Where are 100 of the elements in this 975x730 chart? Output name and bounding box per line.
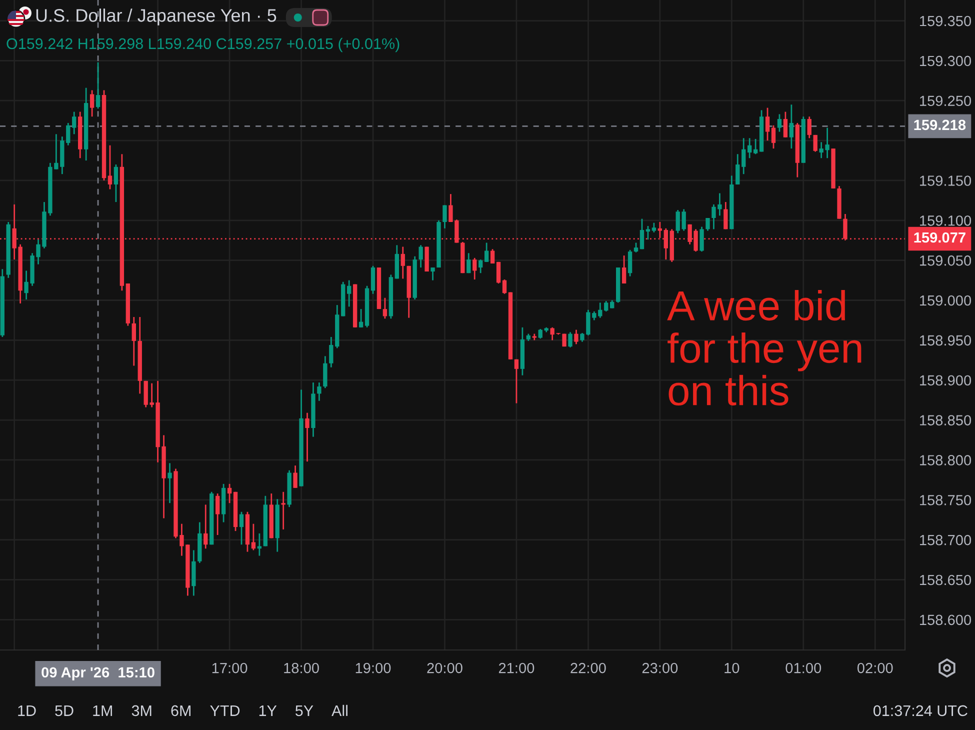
candlestick [634, 242, 638, 254]
x-tick-label: 17:00 [212, 662, 248, 674]
y-tick-label: 158.750 [920, 494, 972, 506]
candlestick [382, 297, 388, 320]
candlestick [604, 300, 608, 312]
candlestick [466, 252, 471, 274]
candlestick [442, 204, 447, 230]
text: All [332, 704, 348, 716]
candlestick [742, 137, 746, 175]
candlestick [807, 116, 812, 139]
candlestick [400, 246, 405, 280]
y-tick-label: 159.050 [920, 255, 972, 266]
y-tick-label: 159.100 [920, 215, 972, 226]
candlestick [293, 464, 298, 489]
candlestick [430, 266, 435, 281]
candlestick [418, 244, 423, 268]
candlestick [478, 258, 483, 274]
chart-title: U.S. Dollar / Japanese Yen · 5 [36, 8, 276, 26]
candlestick [652, 222, 656, 234]
candlestick [771, 124, 776, 150]
candlestick [317, 382, 322, 402]
text: 01:37:24 UTC [873, 705, 968, 716]
candlestick [168, 462, 172, 504]
text: 1M [93, 705, 112, 716]
candlestick [783, 111, 788, 138]
y-tick-label: 158.900 [920, 375, 972, 386]
candlestick [72, 111, 76, 135]
text: 6M [171, 705, 190, 716]
y-tick-label: 159.300 [920, 56, 972, 66]
candlestick [251, 523, 256, 551]
candlestick [305, 412, 310, 462]
candlestick [96, 62, 100, 110]
y-tick-label: 158.600 [920, 614, 972, 626]
y-tick-label: 158.650 [920, 574, 972, 586]
candlestick [777, 113, 782, 132]
candlestick [281, 491, 286, 530]
x-tick-label: 02:00 [857, 662, 893, 674]
candlestick [370, 265, 376, 295]
y-tick-label: 158.850 [920, 415, 972, 426]
candlestick [132, 316, 136, 366]
y-tick-label: 158.700 [920, 534, 972, 546]
candlestick [323, 355, 328, 389]
text: O159.242 H159.298 L159.240 C159.257 +0.015 (+0.01%) [6, 38, 400, 52]
y-tick-label: 159.250 [920, 96, 972, 106]
candlestick [753, 138, 758, 155]
candlestick [574, 329, 578, 345]
x-tick-label: 10 [724, 662, 740, 674]
candlestick [538, 328, 542, 340]
candlestick [472, 257, 477, 280]
candlestick [484, 242, 489, 263]
y-tick-label: 159.000 [920, 295, 972, 306]
ref-line-label: 09 Apr '26 15:10 [42, 667, 154, 680]
candlestick [640, 218, 644, 250]
y-tick-label: 158.950 [920, 335, 972, 346]
candlestick [490, 248, 495, 264]
candlestick [568, 331, 572, 348]
candlestick [114, 164, 118, 203]
candlestick [765, 107, 770, 142]
candlestick [646, 225, 650, 240]
candlestick [358, 308, 364, 328]
candlestick [108, 144, 112, 190]
y-tick-label: 159.150 [920, 176, 972, 186]
candlestick [329, 336, 334, 368]
candlestick [514, 358, 519, 404]
ref-line-label: 159.077 [914, 232, 966, 243]
x-tick-label: 22:00 [570, 662, 606, 674]
text: YTD [210, 705, 240, 716]
x-tick-label: 20:00 [427, 662, 462, 674]
x-tick-label: 01:00 [786, 662, 822, 674]
candlestick [724, 201, 728, 230]
ref-line-label: 159.218 [914, 120, 966, 130]
candlestick [204, 504, 208, 550]
candlestick [215, 492, 220, 536]
candlestick [496, 261, 501, 284]
candlestick [346, 280, 352, 308]
candlestick [90, 90, 94, 118]
candlestick [227, 483, 232, 504]
x-tick-label: 18:00 [284, 662, 319, 674]
candlestick [706, 217, 710, 232]
candlestick [622, 254, 626, 284]
candlestick [747, 137, 752, 159]
text: 5D [55, 705, 74, 716]
candlestick [700, 226, 704, 252]
x-tick-label: 19:00 [356, 662, 391, 674]
text: 5Y [295, 705, 314, 716]
candlestick [736, 153, 740, 186]
candlestick [502, 278, 507, 295]
candlestick [239, 511, 244, 546]
text: 1D [18, 705, 36, 716]
candlestick [628, 249, 632, 277]
y-tick-label: 158.800 [920, 455, 972, 466]
text: 1Y [259, 705, 277, 716]
candlestick [813, 134, 818, 152]
x-tick-label: 23:00 [642, 662, 678, 674]
x-tick-label: 21:00 [498, 662, 534, 674]
annotation: A wee bid for the yen on this [667, 290, 862, 406]
candlestick [789, 104, 794, 150]
y-tick-label: 159.350 [920, 16, 972, 26]
text: 3M [132, 705, 152, 716]
candlestick [257, 532, 262, 556]
